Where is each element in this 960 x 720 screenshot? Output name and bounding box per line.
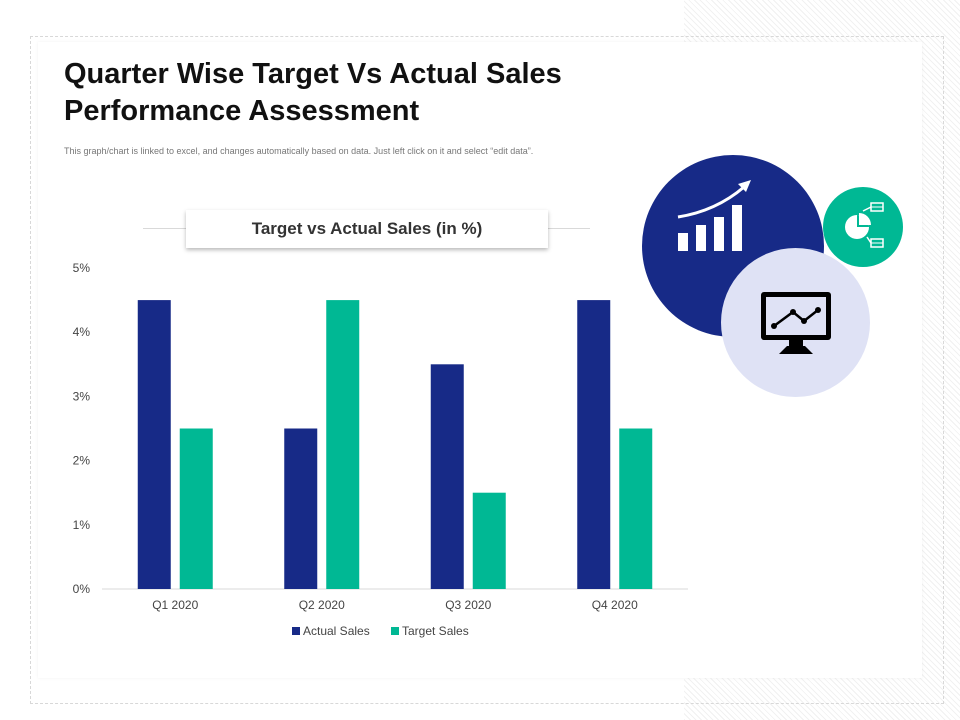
monitor-badge: [721, 248, 870, 397]
chart-title: Target vs Actual Sales (in %): [186, 210, 548, 248]
legend-label: Actual Sales: [303, 624, 370, 638]
bar-target: [472, 492, 506, 589]
pie-chart-icon: [845, 202, 884, 248]
x-tick-label: Q4 2020: [592, 598, 638, 612]
y-tick-label: 4%: [73, 325, 91, 339]
bar-actual: [284, 428, 318, 589]
bar-actual: [137, 300, 171, 589]
pie-chart-badge: [823, 187, 903, 267]
x-tick-label: Q2 2020: [299, 598, 345, 612]
monitor-line-chart-icon: [761, 292, 831, 354]
bar-target: [326, 300, 360, 589]
legend-label: Target Sales: [402, 624, 469, 638]
legend-swatch: [391, 627, 399, 635]
growth-chart-icon: [677, 180, 751, 251]
x-tick-label: Q1 2020: [152, 598, 198, 612]
page-title: Quarter Wise Target Vs Actual Sales Perf…: [64, 58, 562, 127]
y-tick-label: 3%: [73, 389, 91, 403]
bar-target: [179, 428, 213, 589]
slide-frame: [30, 36, 944, 704]
x-tick-label: Q3 2020: [445, 598, 491, 612]
bar-actual: [430, 364, 464, 589]
legend-swatch: [292, 627, 300, 635]
bar-target: [619, 428, 653, 589]
y-tick-label: 2%: [73, 454, 91, 468]
page-subtitle: This graph/chart is linked to excel, and…: [64, 146, 534, 156]
y-tick-label: 5%: [73, 261, 91, 275]
bar-actual: [577, 300, 611, 589]
y-tick-label: 1%: [73, 518, 91, 532]
y-tick-label: 0%: [73, 582, 91, 596]
